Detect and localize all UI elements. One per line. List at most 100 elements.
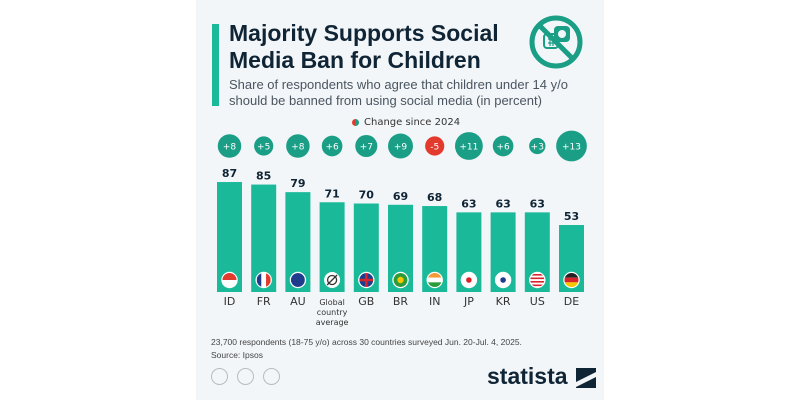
category-label: US <box>530 295 545 308</box>
value-label: 71 <box>324 187 339 200</box>
flag-stripe <box>530 281 545 283</box>
flag-ring <box>560 269 583 291</box>
flag-border <box>563 271 580 289</box>
no-social-media-icon <box>529 15 583 69</box>
chart-title: Majority Supports Social Media Ban for C… <box>229 20 499 73</box>
value-label: 70 <box>359 189 375 202</box>
flag-stripe <box>222 280 237 287</box>
value-label: 85 <box>256 170 271 183</box>
license-icons <box>211 368 280 385</box>
category-label: AU <box>290 295 306 308</box>
value-label: 63 <box>530 197 545 210</box>
value-label: 63 <box>495 197 510 210</box>
flag-border <box>392 271 409 289</box>
by-icon[interactable] <box>237 368 254 385</box>
flag-ring <box>355 269 378 291</box>
flag-ring <box>252 269 275 291</box>
flag-border <box>289 271 307 289</box>
value-label: 53 <box>564 210 579 223</box>
statista-logo[interactable]: statista <box>487 363 568 389</box>
flag-ring <box>526 269 549 291</box>
change-bubble <box>425 136 445 156</box>
category-label: Global <box>319 298 345 307</box>
flag-border <box>358 271 375 289</box>
category-label: BR <box>393 295 409 308</box>
title-accent-bar <box>212 24 219 106</box>
change-label: +5 <box>257 143 270 153</box>
change-bubble <box>355 134 378 158</box>
change-label: +8 <box>223 143 237 153</box>
change-label: +8 <box>291 143 305 153</box>
flag-border <box>426 271 443 289</box>
change-bubble <box>254 136 274 156</box>
flag-emblem <box>397 276 404 284</box>
flag-stripe <box>427 277 442 283</box>
category-label: FR <box>257 295 271 308</box>
value-label: 69 <box>393 190 408 203</box>
flag-stripe <box>564 273 579 278</box>
flag-stripe <box>564 277 579 283</box>
global-average-icon-slash <box>326 274 338 286</box>
flag-emblem <box>466 277 472 283</box>
change-label: +11 <box>459 143 478 153</box>
category-label: JP <box>463 295 474 308</box>
category-label: DE <box>564 295 579 308</box>
change-label: -5 <box>430 143 439 153</box>
flag-stripe <box>256 273 262 287</box>
survey-note: 23,700 respondents (18-75 y/o) across 30… <box>211 337 522 347</box>
flag-stripe <box>266 273 271 287</box>
flag-fill <box>530 273 545 287</box>
nd-icon[interactable] <box>263 368 280 385</box>
change-bubble <box>321 135 343 157</box>
change-bubble <box>556 130 587 162</box>
flag-ring <box>457 269 480 291</box>
flag-border <box>221 271 238 289</box>
flag-stripe <box>427 282 442 287</box>
statista-logo-icon <box>576 368 596 388</box>
change-bubble <box>388 133 413 159</box>
category-label: country <box>317 308 348 317</box>
flag-ring <box>218 269 241 291</box>
flag-fill <box>290 273 305 287</box>
flag-border <box>255 271 272 289</box>
flag-stripe <box>222 273 237 280</box>
value-label: 68 <box>427 191 442 204</box>
change-bubble <box>454 132 483 160</box>
flag-ring <box>389 269 412 291</box>
change-label: +13 <box>562 143 581 153</box>
value-label: 79 <box>290 177 305 190</box>
flag-stripe <box>530 277 545 280</box>
flag-border <box>494 271 512 289</box>
category-label: average <box>316 318 349 327</box>
flag-border <box>529 271 546 289</box>
legend-dot-icon <box>352 119 359 126</box>
flag-stripe <box>530 274 545 276</box>
global-average-icon <box>326 274 338 286</box>
value-label: 87 <box>222 167 237 180</box>
chart-legend: Change since 2024 <box>352 117 460 128</box>
flag-stripe <box>564 282 579 287</box>
flag-stripe <box>427 273 442 278</box>
cc-icon[interactable] <box>211 368 228 385</box>
flag-border <box>460 271 478 289</box>
flag-stripe <box>530 284 545 287</box>
change-label: +3 <box>531 143 544 153</box>
source: Source: Ipsos <box>211 350 263 360</box>
change-label: +6 <box>325 143 339 153</box>
value-label: 63 <box>461 197 476 210</box>
category-label: KR <box>496 295 511 308</box>
change-bubble <box>492 135 514 157</box>
category-label: IN <box>429 295 440 308</box>
flag-emblem <box>500 277 506 283</box>
change-bubble <box>286 134 310 158</box>
change-label: +7 <box>360 143 373 153</box>
flag-ring <box>423 269 446 291</box>
flag-ring <box>492 269 515 291</box>
change-label: +6 <box>496 143 510 153</box>
category-label: GB <box>358 295 374 308</box>
category-label: ID <box>224 295 236 308</box>
change-bubble <box>217 134 242 158</box>
change-bubble <box>529 137 546 155</box>
flag-stripe <box>261 273 267 287</box>
